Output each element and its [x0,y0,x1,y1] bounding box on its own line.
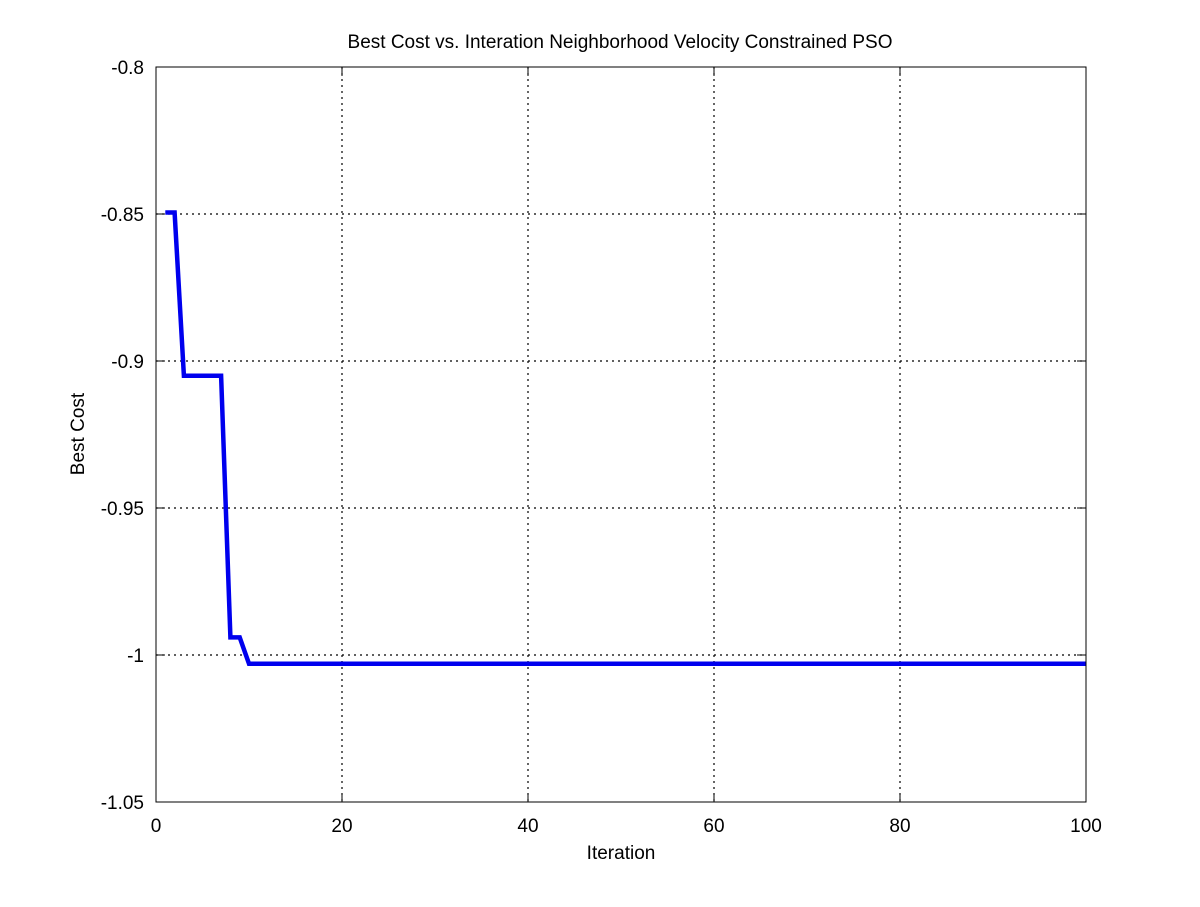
y-tick-label: -0.85 [101,205,144,226]
x-tick-label: 100 [1070,816,1102,837]
x-tick-label: 80 [889,816,910,837]
y-tick-label: -0.95 [101,499,144,520]
x-tick-label: 60 [703,816,724,837]
y-tick-label: -1 [127,646,144,667]
series-layer [165,210,1086,667]
tick-marks [155,66,1087,803]
y-tick-labels: -1.05 -1 -0.95 -0.9 -0.85 -0.8 [101,58,144,814]
y-axis-label: Best Cost [68,392,89,475]
best-cost-series-line [165,210,1086,667]
y-tick-label: -0.8 [111,58,144,79]
plot-area-frame [155,66,1087,803]
x-tick-label: 40 [517,816,538,837]
chart-title: Best Cost vs. Interation Neighborhood Ve… [348,32,893,53]
y-tick-label: -1.05 [101,793,144,814]
y-tick-label: -0.9 [111,352,144,373]
x-axis-label: Iteration [587,843,656,864]
x-tick-label: 0 [151,816,162,837]
x-tick-label: 20 [331,816,352,837]
x-tick-labels: 0 20 40 60 80 100 [151,816,1102,837]
grid [156,67,1086,802]
